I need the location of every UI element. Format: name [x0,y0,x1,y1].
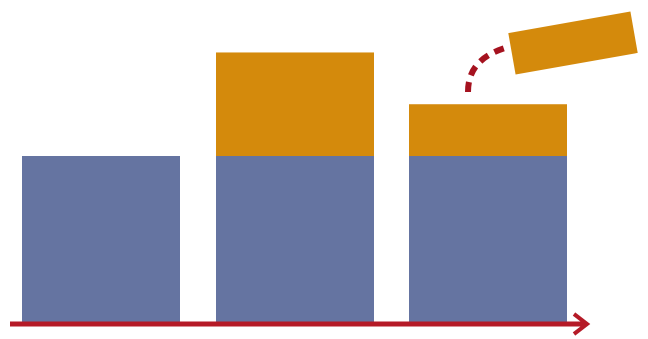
detached-bar-segment-group [508,11,638,75]
bars-layer [22,52,567,323]
bar-segment-base-3 [409,156,567,323]
bar-segment-base-2 [216,156,374,323]
detached-bar-segment [508,11,638,75]
bar-segment-top-2 [216,52,374,156]
x-axis-arrowhead [572,312,591,336]
x-axis [10,312,591,336]
bar-segment-top-3 [409,104,567,156]
annotation-layer [465,11,638,93]
bar-segment-base-1 [22,156,180,323]
dashed-connector [465,45,506,93]
